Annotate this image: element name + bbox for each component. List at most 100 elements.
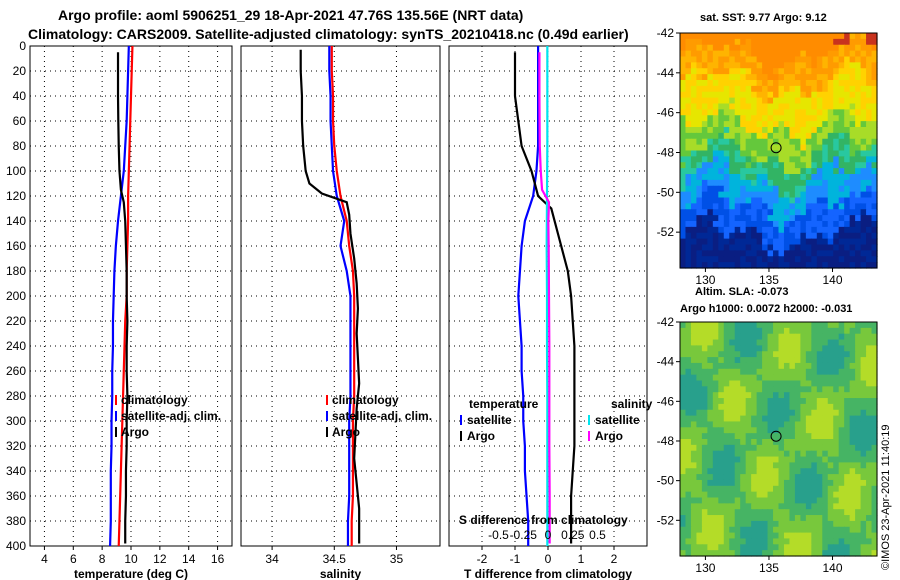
map-cell <box>701 433 708 440</box>
map-cell <box>860 439 867 446</box>
map-cell <box>783 138 791 146</box>
x-tick-label: 35 <box>390 552 404 566</box>
map-cell <box>701 215 708 222</box>
map-cell <box>773 497 780 504</box>
map-cell <box>740 80 747 87</box>
map-cell <box>685 339 692 346</box>
map-cell <box>680 357 687 364</box>
map-cell <box>685 456 692 463</box>
map-cell <box>762 456 769 463</box>
map-cell <box>860 339 867 346</box>
map-cell <box>822 68 829 75</box>
map-cell <box>762 50 769 58</box>
map-cell <box>838 221 845 228</box>
map-cell <box>789 109 796 116</box>
map-cell <box>745 322 752 329</box>
map-cell <box>751 368 758 376</box>
map-cell <box>838 226 845 234</box>
map-cell <box>794 144 801 152</box>
map-cell <box>745 485 752 493</box>
map-cell <box>849 333 856 341</box>
map-cell <box>712 221 719 228</box>
map-cell <box>866 103 873 110</box>
map-cell <box>849 244 856 251</box>
map-cell <box>838 509 845 516</box>
map-cell <box>822 479 829 487</box>
map-cell <box>822 197 829 204</box>
map-cell <box>696 433 703 440</box>
map-cell <box>734 168 741 175</box>
map-cell <box>734 80 741 87</box>
map-cell <box>789 209 796 216</box>
map-cell <box>866 491 873 499</box>
map-cell <box>767 509 774 516</box>
map-cell <box>729 115 736 122</box>
map-cell <box>827 479 834 487</box>
map-cell <box>756 215 763 222</box>
map-cell <box>855 62 862 69</box>
map-cell <box>680 503 687 510</box>
map-cell <box>740 538 747 545</box>
map-cell <box>751 138 758 146</box>
map-cell <box>827 38 834 46</box>
map-cell <box>833 150 840 157</box>
map-cell <box>800 374 807 382</box>
map-cell <box>680 209 687 216</box>
map-cell <box>816 327 823 335</box>
map-cell <box>707 33 714 40</box>
map-cell <box>816 144 823 152</box>
map-cell <box>701 491 708 499</box>
map-cell <box>740 351 747 358</box>
map-cell <box>762 244 769 251</box>
map-cell <box>822 509 829 516</box>
map-cell <box>696 520 703 528</box>
map-cell <box>783 179 791 187</box>
map-cell <box>844 327 851 335</box>
map-cell <box>685 138 692 146</box>
map-cell <box>783 244 791 251</box>
map-cell <box>745 97 752 105</box>
map-cell <box>838 74 845 81</box>
map-cell <box>800 421 807 428</box>
map-cell <box>849 103 856 110</box>
map-cell <box>751 203 758 210</box>
map-cell <box>734 403 741 411</box>
map-cell <box>866 85 873 93</box>
map-cell <box>756 339 763 346</box>
map-cell <box>729 439 736 446</box>
map-cell <box>745 179 752 187</box>
map-cell <box>833 115 840 122</box>
map-cell <box>756 327 763 335</box>
map-cell <box>707 474 714 481</box>
map-cell <box>816 185 823 193</box>
map-cell <box>860 144 867 152</box>
map-cell <box>690 479 698 487</box>
map-cell <box>729 427 736 434</box>
map-cell <box>855 485 862 493</box>
map-cell <box>816 339 823 346</box>
map-cell <box>816 80 823 87</box>
map-cell <box>789 427 796 434</box>
map-cell <box>696 515 703 522</box>
map-cell <box>718 415 725 423</box>
map-cell <box>789 409 796 417</box>
map-cell <box>734 515 741 522</box>
map-cell <box>789 462 796 469</box>
map-cell <box>822 362 829 370</box>
map-cell <box>756 132 763 140</box>
map-cell <box>701 68 708 75</box>
map-cell <box>805 479 812 487</box>
map-cell <box>838 450 845 458</box>
map-cell <box>729 33 736 40</box>
map-cell <box>696 62 703 69</box>
map-cell <box>789 392 796 399</box>
map-cell <box>827 409 834 417</box>
map-cell <box>816 262 823 269</box>
map-cell <box>718 532 725 540</box>
y-tick-label: 140 <box>6 214 26 228</box>
map-cell <box>696 262 703 269</box>
map-cell <box>762 226 769 234</box>
map-cell <box>701 109 708 116</box>
map-cell <box>871 386 878 393</box>
map-cell <box>833 374 840 382</box>
